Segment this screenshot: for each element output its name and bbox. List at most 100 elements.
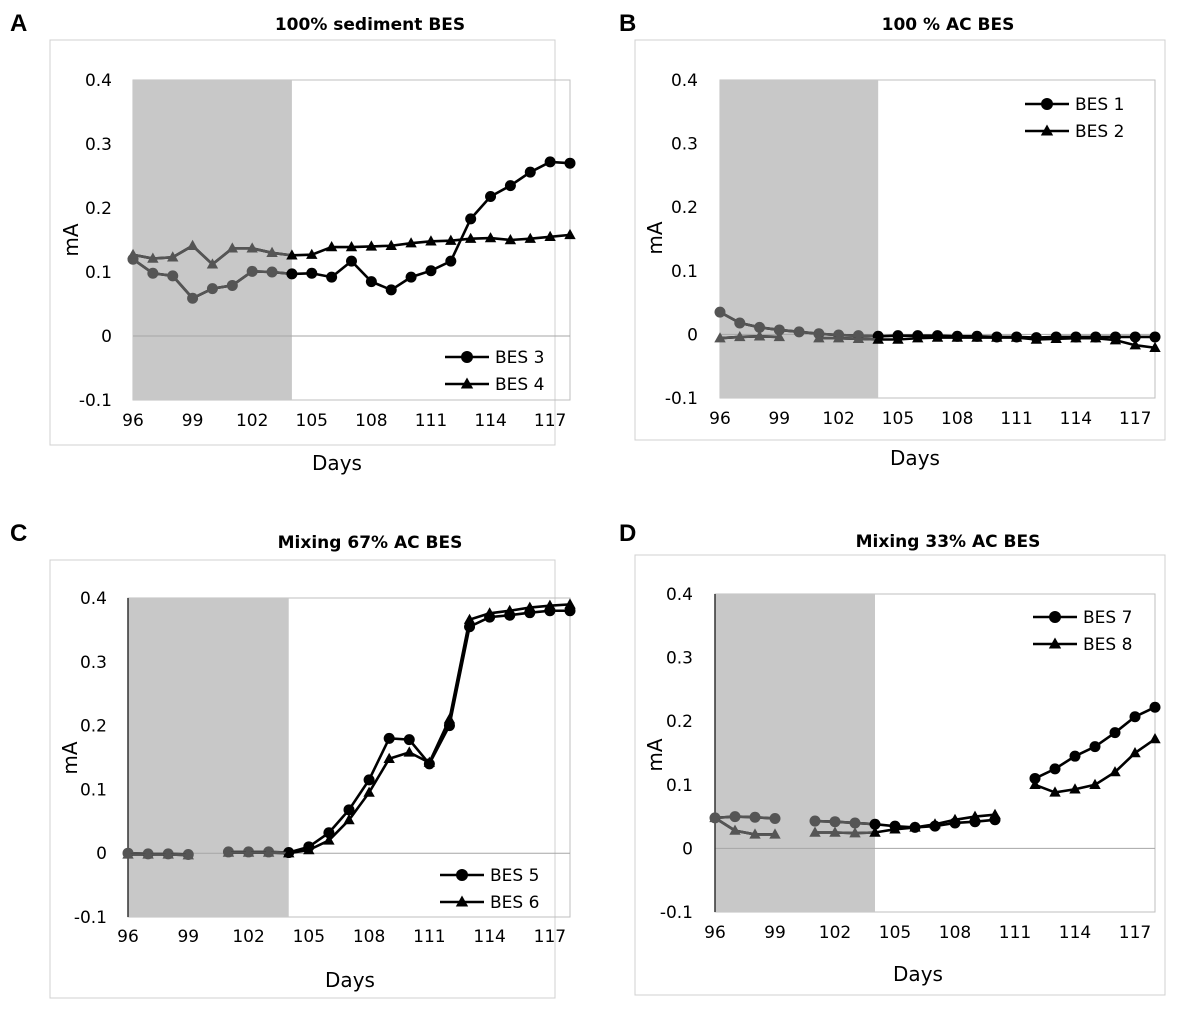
data-point bbox=[729, 824, 741, 835]
data-point bbox=[809, 815, 821, 827]
data-point bbox=[852, 332, 865, 344]
data-point bbox=[365, 276, 377, 288]
y-tick-label: 0.4 bbox=[666, 585, 693, 605]
data-point bbox=[186, 239, 199, 250]
y-tick-label: 0 bbox=[687, 325, 698, 345]
data-point bbox=[463, 613, 476, 624]
data-point bbox=[892, 333, 904, 344]
data-point bbox=[246, 242, 258, 253]
y-tick-label: -0.1 bbox=[74, 908, 107, 928]
data-point bbox=[931, 331, 944, 342]
y-tick-label: 0 bbox=[682, 839, 693, 859]
series-line-shaded bbox=[815, 831, 876, 835]
x-tick-label: 105 bbox=[296, 411, 328, 431]
y-tick-label: 0.4 bbox=[80, 589, 107, 609]
series-bes-4: BES 4 bbox=[127, 228, 576, 395]
data-point bbox=[242, 846, 255, 857]
data-point bbox=[709, 811, 721, 823]
chart-panel-a: 100% sediment BES 0.4 0.3 0.2 0.1 0 -0.1 96 99 10… bbox=[49, 15, 576, 475]
x-tick-label: 96 bbox=[704, 923, 726, 943]
x-tick-label: 117 bbox=[534, 927, 566, 947]
data-point bbox=[127, 248, 139, 259]
data-point bbox=[385, 239, 397, 250]
y-tick-label: 0.2 bbox=[85, 199, 112, 219]
data-point bbox=[1129, 747, 1141, 758]
x-tick-label: 99 bbox=[768, 409, 790, 429]
legend-marker bbox=[1048, 637, 1062, 649]
y-tick-label: 0.1 bbox=[80, 780, 107, 800]
data-point bbox=[909, 821, 921, 832]
y-tick-label: -0.1 bbox=[660, 903, 693, 923]
series-line-shaded bbox=[814, 819, 876, 826]
legend-label: BES 2 bbox=[1075, 122, 1124, 142]
chart-title: 100 % AC BES bbox=[882, 15, 1015, 35]
data-point bbox=[383, 732, 395, 744]
x-tick-label: 105 bbox=[293, 927, 325, 947]
legend-marker bbox=[460, 377, 474, 389]
data-point bbox=[951, 331, 963, 342]
x-axis-label: Days bbox=[893, 962, 943, 986]
x-tick-label: 102 bbox=[819, 923, 851, 943]
chart-frame bbox=[49, 559, 556, 999]
data-point bbox=[849, 827, 861, 838]
data-point bbox=[714, 332, 726, 343]
data-point bbox=[1089, 332, 1102, 343]
data-point bbox=[912, 332, 924, 343]
y-tick-label: 0.3 bbox=[80, 653, 107, 673]
data-point bbox=[246, 265, 258, 277]
y-tick-label: 0.1 bbox=[671, 262, 698, 282]
data-point bbox=[1069, 783, 1081, 794]
data-point bbox=[306, 248, 318, 259]
data-point bbox=[769, 813, 781, 825]
data-point bbox=[122, 848, 134, 859]
data-point bbox=[326, 271, 338, 283]
data-point bbox=[729, 811, 741, 823]
panel-letter-c: C bbox=[10, 520, 28, 547]
data-point bbox=[504, 604, 516, 615]
x-tick-label: 111 bbox=[413, 927, 445, 947]
data-point bbox=[484, 232, 497, 243]
y-axis-label: mA bbox=[59, 223, 83, 256]
data-point bbox=[167, 251, 179, 262]
data-point bbox=[226, 279, 238, 291]
x-tick-label: 114 bbox=[1059, 923, 1091, 943]
data-point bbox=[323, 834, 335, 845]
data-point bbox=[485, 190, 497, 202]
x-tick-label: 96 bbox=[122, 411, 144, 431]
data-point bbox=[969, 810, 981, 821]
legend-label: BES 8 bbox=[1083, 635, 1132, 655]
data-point bbox=[749, 828, 761, 839]
data-point bbox=[849, 817, 861, 829]
data-point bbox=[564, 157, 576, 169]
data-point bbox=[524, 232, 536, 243]
data-point bbox=[147, 252, 159, 263]
x-tick-label: 111 bbox=[415, 411, 447, 431]
data-point bbox=[385, 284, 397, 296]
shaded-region bbox=[715, 594, 875, 912]
data-point bbox=[167, 270, 179, 282]
data-point bbox=[266, 246, 278, 257]
data-point bbox=[1109, 727, 1121, 739]
data-point bbox=[425, 235, 437, 246]
data-point bbox=[749, 811, 761, 823]
data-point bbox=[989, 808, 1001, 819]
data-point bbox=[524, 166, 536, 178]
y-tick-label: 0.2 bbox=[80, 717, 107, 737]
series-bes-3: BES 3 bbox=[127, 156, 576, 368]
data-point bbox=[889, 823, 901, 834]
data-point bbox=[1129, 711, 1141, 723]
chart-title: Mixing 67% AC BES bbox=[278, 533, 463, 553]
y-tick-label: 0.4 bbox=[85, 71, 112, 91]
data-point bbox=[1089, 778, 1101, 789]
data-point bbox=[286, 249, 298, 260]
data-point bbox=[1109, 766, 1121, 777]
data-point bbox=[383, 752, 395, 763]
x-tick-label: 117 bbox=[534, 411, 566, 431]
y-tick-label: 0 bbox=[96, 844, 107, 864]
data-point bbox=[1049, 786, 1061, 797]
data-point bbox=[345, 241, 358, 252]
data-point bbox=[564, 598, 576, 609]
x-tick-label: 114 bbox=[473, 927, 505, 947]
data-point bbox=[1029, 778, 1041, 789]
y-tick-label: 0 bbox=[101, 327, 112, 347]
